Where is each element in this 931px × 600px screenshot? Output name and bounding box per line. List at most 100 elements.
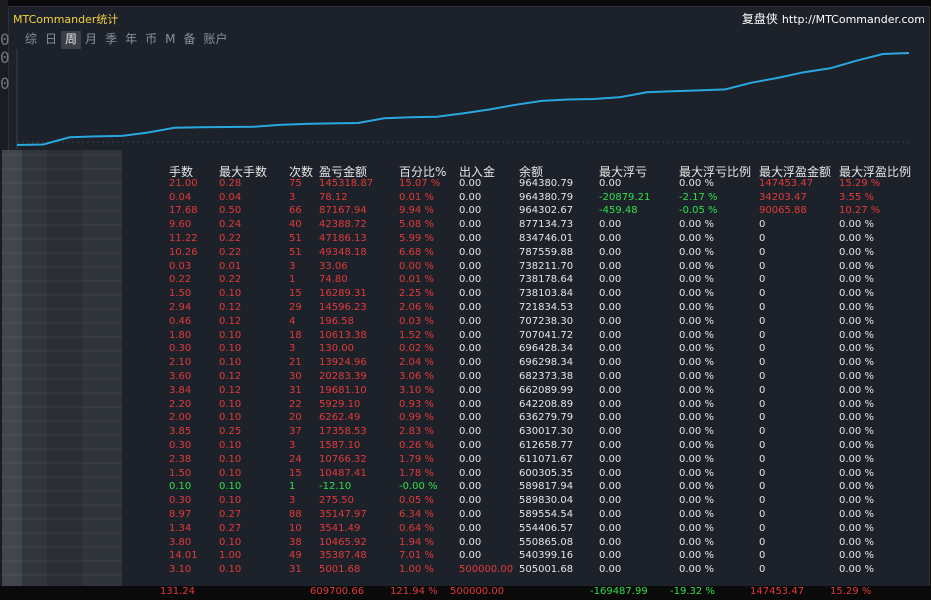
table-row[interactable]: 3.85 0.25 37 17358.53 2.83 % 0.00 630017.30 0.0… — [169, 425, 929, 439]
table-cell: 0.05 % — [399, 495, 434, 507]
column-header[interactable]: 最大浮亏比例 — [679, 165, 752, 179]
column-header[interactable]: 最大浮盈金额 — [759, 165, 832, 179]
table-row[interactable]: 2.10 0.10 21 13924.96 2.04 % 0.00 696298.34 0.0… — [169, 356, 929, 370]
table-cell: 707041.72 — [519, 329, 574, 341]
brand-url[interactable]: http://MTCommander.com — [781, 13, 925, 26]
table-row[interactable]: 8.97 0.27 88 35147.97 6.34 % 0.00 589554.54 0.0… — [169, 508, 929, 522]
column-header[interactable]: 最大浮盈比例 — [839, 165, 912, 179]
table-cell: 964380.79 — [519, 177, 574, 189]
table-cell: 0.00 % — [679, 426, 714, 438]
table-row[interactable]: 1.50 0.10 15 16289.31 2.25 % 0.00 738103.84 0.0… — [169, 287, 929, 301]
table-cell: 0.00 — [459, 343, 482, 355]
column-header[interactable]: 出入金 — [459, 165, 496, 179]
table-row[interactable]: 0.22 0.22 1 74.80 0.01 % 0.00 738178.64 0.00 0.0… — [169, 273, 929, 287]
table-row[interactable]: 2.00 0.10 20 6262.49 0.99 % 0.00 636279.79 0.00… — [169, 411, 929, 425]
table-row[interactable]: 0.04 0.04 3 78.12 0.01 % 0.00 964380.79 -20879.… — [169, 191, 929, 205]
table-cell: 1.50 — [169, 467, 192, 479]
table-cell: 19681.10 — [319, 384, 367, 396]
table-cell: 0.00 — [599, 177, 622, 189]
table-cell: 1 — [289, 274, 296, 286]
table-cell: 0 — [759, 370, 766, 382]
table-cell: 0.50 — [219, 205, 242, 217]
table-cell: 7.01 % — [399, 550, 434, 562]
table-cell: 0.00 — [459, 288, 482, 300]
table-cell: 500000.00 — [459, 564, 514, 576]
column-header[interactable]: 最大手数 — [219, 165, 268, 179]
table-cell: 0.03 % — [399, 315, 434, 327]
table-cell: 3.84 — [169, 384, 192, 396]
table-row[interactable]: 14.01 1.00 49 35387.48 7.01 % 0.00 540399.16 0.… — [169, 549, 929, 563]
table-row[interactable]: 0.10 0.10 1 -12.10 -0.00 % 0.00 589817.94 0.00 0… — [169, 480, 929, 494]
table-row[interactable]: 1.80 0.10 18 10613.38 1.52 % 0.00 707041.72 0.0… — [169, 329, 929, 343]
table-row[interactable]: 0.03 0.01 3 33.06 0.00 % 0.00 738211.70 0.00 0.0… — [169, 260, 929, 274]
table-row[interactable]: 11.22 0.22 51 47186.13 5.99 % 0.00 834746.01 0.… — [169, 232, 929, 246]
table-cell: 147453.47 — [759, 177, 814, 189]
table-cell: 74.80 — [319, 274, 348, 286]
tab-3[interactable]: 月 — [85, 32, 98, 46]
table-cell: 0.93 % — [399, 398, 434, 410]
tab-2[interactable]: 周 — [61, 31, 82, 49]
table-cell: 1.00 — [219, 550, 242, 562]
table-cell: -459.48 — [599, 205, 638, 217]
table-row[interactable]: 0.30 0.10 3 275.50 0.05 % 0.00 589830.04 0.00 0.… — [169, 494, 929, 508]
column-header[interactable]: 最大浮亏 — [599, 165, 648, 179]
table-row[interactable]: 9.60 0.24 40 42388.72 5.08 % 0.00 877134.73 0.0… — [169, 218, 929, 232]
table-row[interactable]: 2.20 0.10 22 5929.10 0.93 % 0.00 642208.89 0.00… — [169, 398, 929, 412]
table-row[interactable]: 3.84 0.12 31 19681.10 3.10 % 0.00 662089.99 0.0… — [169, 384, 929, 398]
table-cell: 51 — [289, 246, 302, 258]
table-cell: 0.24 — [219, 219, 242, 231]
table-row[interactable]: 0.46 0.12 4 196.58 0.03 % 0.00 707238.30 0.00 0.… — [169, 315, 929, 329]
table-row[interactable]: 21.00 0.28 75 145318.87 15.07 % 0.00 964380.79… — [169, 177, 929, 191]
table-row[interactable]: 1.34 0.27 10 3541.49 0.64 % 0.00 554406.57 0.00… — [169, 522, 929, 536]
table-row[interactable]: 2.38 0.10 24 10766.32 1.79 % 0.00 611071.67 0.0… — [169, 453, 929, 467]
table-cell: 0.00 — [599, 301, 622, 313]
table-row[interactable]: 17.68 0.50 66 87167.94 9.94 % 0.00 964302.67 -4… — [169, 204, 929, 218]
brand[interactable]: 复盘侠 http://MTCommander.com — [742, 10, 925, 27]
table-cell: 0 — [759, 343, 766, 355]
table-cell: 696428.34 — [519, 343, 574, 355]
table-cell: -0.00 % — [399, 481, 438, 493]
table-row[interactable]: 3.60 0.12 30 20283.39 3.06 % 0.00 682373.38 0.0… — [169, 370, 929, 384]
table-cell: 16289.31 — [319, 288, 367, 300]
tab-7[interactable]: M — [165, 32, 176, 46]
table-row[interactable]: 3.10 0.10 31 5001.68 1.00 % 500000.00 505001.6… — [169, 563, 929, 577]
table-cell: 0 — [759, 288, 766, 300]
column-header[interactable]: 百分比% — [399, 165, 447, 179]
table-cell: 0.01 % — [399, 274, 434, 286]
table-cell: 1.00 % — [399, 564, 434, 576]
brand-name: 复盘侠 — [741, 12, 778, 26]
table-cell: 0.00 — [599, 274, 622, 286]
column-header[interactable]: 盈亏金额 — [319, 165, 368, 179]
table-cell: 0 — [759, 564, 766, 576]
table-cell: 834746.01 — [519, 232, 574, 244]
table-cell: 0.00 — [459, 453, 482, 465]
table-cell: 0.00 % — [839, 288, 874, 300]
column-header[interactable]: 手数 — [169, 165, 194, 179]
table-row[interactable]: 0.30 0.10 3 130.00 0.02 % 0.00 696428.34 0.00 0.… — [169, 342, 929, 356]
tab-5[interactable]: 年 — [125, 32, 138, 46]
table-cell: 0.04 — [169, 191, 192, 203]
column-header[interactable]: 次数 — [289, 165, 314, 179]
table-row[interactable]: 2.94 0.12 29 14596.23 2.06 % 0.00 721834.53 0.0… — [169, 301, 929, 315]
tab-6[interactable]: 币 — [145, 32, 158, 46]
table-cell: 0.00 % — [839, 232, 874, 244]
tab-9[interactable]: 账户 — [203, 32, 228, 46]
table-cell: 0.00 % — [679, 315, 714, 327]
table-cell: 682373.38 — [519, 370, 574, 382]
tab-1[interactable]: 日 — [45, 32, 58, 46]
table-row[interactable]: 3.80 0.10 38 10465.92 1.94 % 0.00 550865.08 0.0… — [169, 536, 929, 550]
table-row[interactable]: 0.30 0.10 3 1587.10 0.26 % 0.00 612658.77 0.00 0… — [169, 439, 929, 453]
tab-8[interactable]: 备 — [183, 32, 196, 46]
equity-curve-line — [16, 52, 910, 146]
table-cell: 0.00 — [599, 219, 622, 231]
table-cell: 0.25 — [219, 426, 242, 438]
table-row[interactable]: 1.50 0.10 15 10487.41 1.78 % 0.00 600305.35 0.0… — [169, 467, 929, 481]
table-cell: 1.50 — [169, 288, 192, 300]
table-row[interactable]: 10.26 0.22 51 49348.18 6.68 % 0.00 787559.88 0.… — [169, 246, 929, 260]
column-header[interactable]: 余额 — [519, 165, 544, 179]
table-cell: 2.25 % — [399, 288, 434, 300]
tab-0[interactable]: 综 — [25, 32, 38, 46]
table-cell: 3 — [289, 439, 296, 451]
tab-4[interactable]: 季 — [105, 32, 118, 46]
table-cell: 550865.08 — [519, 536, 574, 548]
